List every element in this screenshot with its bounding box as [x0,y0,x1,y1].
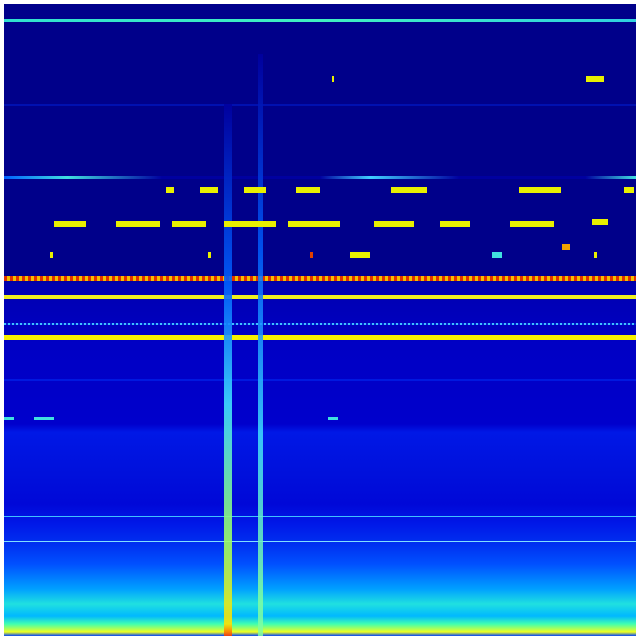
mark [116,221,160,227]
cyan-band-top [4,19,636,22]
mark [244,187,266,193]
mark [166,187,174,193]
cyan-streaks [4,176,636,179]
mark [208,252,211,258]
mark [332,76,334,82]
mark [510,221,554,227]
mark [54,221,86,227]
mark [519,187,561,193]
mark [594,252,597,258]
vertical-trace-2 [258,54,263,636]
mark [50,252,53,258]
cyan-line-lower [4,516,636,517]
blue-line [4,379,636,381]
mark [391,187,427,193]
mark [592,219,608,225]
mark [624,187,634,193]
spectrogram-plot [4,4,636,636]
yellow-line-2 [4,335,636,340]
cyan-line-lower-2 [4,541,636,542]
mark [374,221,414,227]
mark [4,417,14,420]
mark [200,187,218,193]
red-yellow-band [4,276,636,281]
mark [350,252,370,258]
mark [328,417,338,420]
faint-line [4,104,636,106]
mark [34,417,54,420]
mark [586,76,604,82]
mark [440,221,470,227]
mark [562,244,570,250]
mark [288,221,340,227]
mark [296,187,320,193]
mark [492,252,502,258]
yellow-line-1 [4,295,636,299]
cyan-dotted-line [4,323,636,325]
mark [310,252,313,258]
mark [224,221,276,227]
vertical-trace-1 [224,104,232,636]
mark [172,221,206,227]
